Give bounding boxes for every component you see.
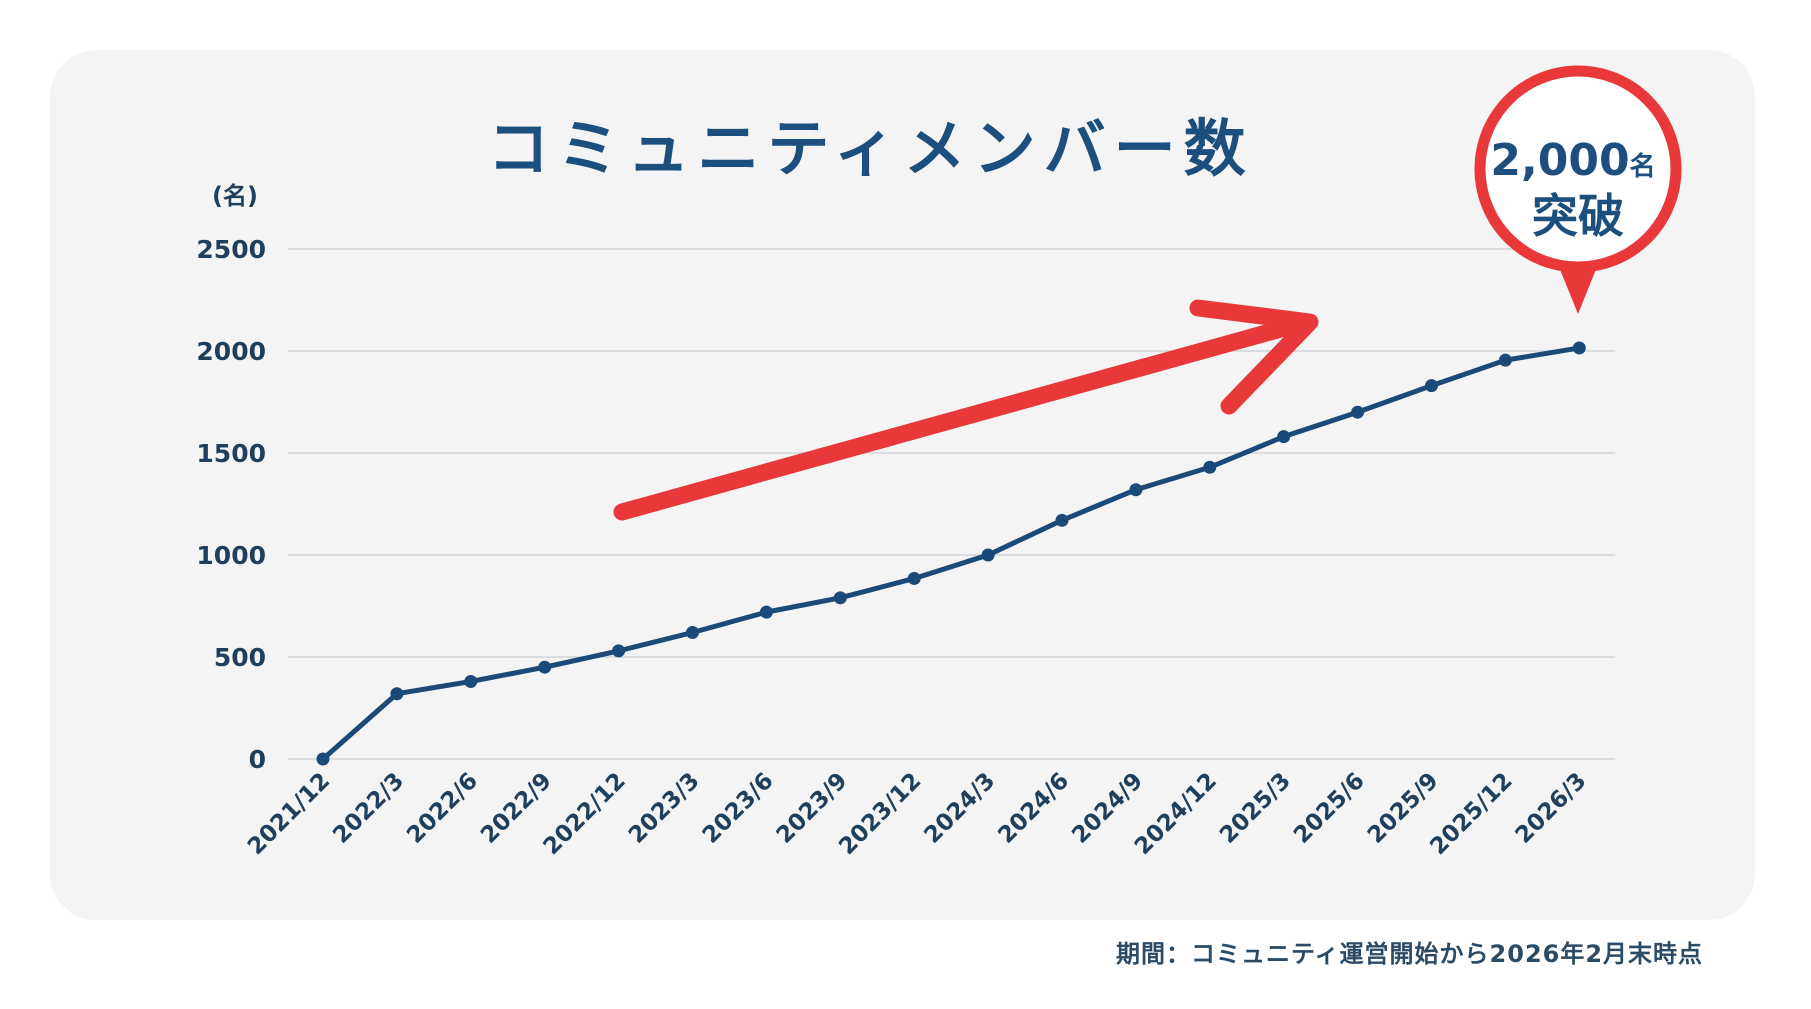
x-tick-label: 2025/12 xyxy=(1425,768,1517,860)
x-tick-label: 2022/6 xyxy=(402,768,483,849)
data-point xyxy=(1498,353,1512,367)
y-axis-unit-label: (名) xyxy=(212,182,258,210)
y-tick-label: 500 xyxy=(214,643,266,672)
data-point xyxy=(1425,379,1438,393)
x-tick-label: 2026/3 xyxy=(1511,768,1592,849)
badge-pointer-icon xyxy=(1557,262,1599,314)
data-point xyxy=(316,752,330,766)
data-point xyxy=(1572,341,1586,355)
badge-label: 突破 xyxy=(1532,189,1624,243)
data-point xyxy=(759,605,773,619)
series-line xyxy=(321,345,1580,761)
arrow-shaft xyxy=(613,313,1315,521)
data-point xyxy=(1055,513,1069,527)
chart-title: コミュニティメンバー数 xyxy=(487,112,1254,185)
data-point xyxy=(907,571,921,585)
data-point xyxy=(1351,405,1365,419)
data-point xyxy=(464,674,478,688)
y-tick-label: 1500 xyxy=(196,439,266,468)
data-point xyxy=(612,644,626,658)
x-tick-label: 2022/3 xyxy=(328,768,409,849)
x-tick-label: 2023/3 xyxy=(624,768,705,849)
x-tick-label: 2021/12 xyxy=(243,768,335,860)
trend-arrow xyxy=(613,299,1319,521)
x-tick-label: 2025/6 xyxy=(1289,768,1370,849)
data-point xyxy=(1277,430,1291,444)
x-tick-label: 2023/6 xyxy=(698,768,779,849)
arrow-head-icon xyxy=(1189,299,1319,415)
badge-number: 2,000 xyxy=(1490,135,1629,186)
y-tick-label: 1000 xyxy=(196,541,266,570)
badge-suffix: 名 xyxy=(1630,151,1656,182)
data-point xyxy=(390,687,404,701)
x-tick-label: 2023/12 xyxy=(834,768,926,860)
chart-card xyxy=(50,50,1755,920)
x-tick-label: 2025/3 xyxy=(1215,768,1296,849)
data-point xyxy=(686,626,699,640)
x-tick-label: 2024/3 xyxy=(919,768,1000,849)
badge-count: 2,000名 xyxy=(1490,135,1655,186)
x-tick-label: 2022/12 xyxy=(539,768,631,860)
y-tick-label: 2500 xyxy=(196,235,266,264)
data-point xyxy=(981,548,995,562)
data-point xyxy=(538,660,552,674)
badge-circle xyxy=(1474,65,1682,273)
x-tick-label: 2024/6 xyxy=(993,768,1074,849)
y-tick-label: 0 xyxy=(249,745,266,774)
data-point xyxy=(833,591,847,605)
y-tick-label: 2000 xyxy=(196,337,266,366)
x-tick-label: 2024/12 xyxy=(1130,768,1222,860)
data-point xyxy=(1129,483,1143,497)
footnote: 期間：コミュニティ運営開始から2026年2月末時点 xyxy=(1116,940,1704,968)
data-point xyxy=(1203,460,1217,474)
